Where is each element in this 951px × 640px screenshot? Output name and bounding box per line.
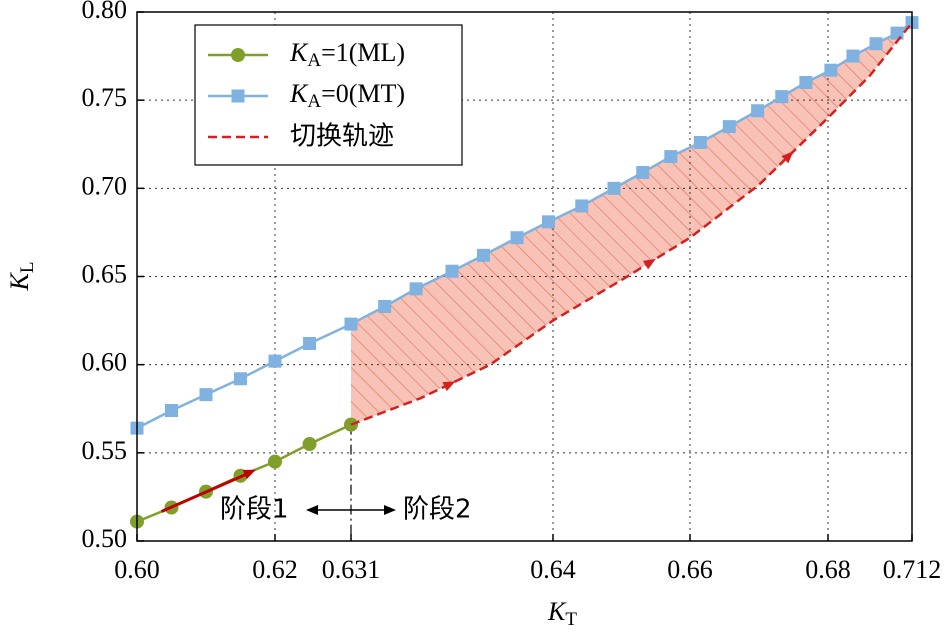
arrow-head xyxy=(242,469,256,480)
arrow-head xyxy=(642,258,656,270)
point xyxy=(199,388,213,402)
arrow-head xyxy=(781,151,794,164)
point xyxy=(799,76,813,90)
x-tick-label: 0.64 xyxy=(530,555,576,584)
plot-frame xyxy=(136,11,913,542)
x-tick-label: 0.631 xyxy=(322,555,381,584)
point xyxy=(234,372,247,386)
point xyxy=(378,299,392,313)
shaded-region xyxy=(351,22,912,425)
x-axis-label: KT xyxy=(547,597,577,630)
annotation: 阶段1 xyxy=(220,495,289,525)
point xyxy=(542,215,556,229)
legend-label: KA=0(MT) xyxy=(289,79,405,112)
y-tick-label: 0.80 xyxy=(82,0,128,24)
y-tick-label: 0.50 xyxy=(82,524,128,553)
stage1-arrow xyxy=(160,471,251,513)
y-axis-label: KL xyxy=(5,262,38,292)
legend-marker xyxy=(231,48,245,62)
point xyxy=(409,282,423,296)
y-tick-label: 0.60 xyxy=(82,348,128,377)
x-tick-label: 0.712 xyxy=(883,555,942,584)
arrow-head xyxy=(384,505,396,515)
point xyxy=(775,90,789,104)
point xyxy=(890,26,904,40)
x-tick-label: 0.62 xyxy=(252,555,298,584)
point xyxy=(268,354,282,368)
point xyxy=(165,404,178,418)
point xyxy=(268,454,282,469)
point xyxy=(445,264,459,278)
point xyxy=(846,49,860,63)
point xyxy=(693,135,707,149)
point xyxy=(344,317,358,331)
legend-marker xyxy=(231,89,245,103)
y-tick-label: 0.55 xyxy=(82,436,128,465)
point xyxy=(302,437,317,452)
point xyxy=(664,150,678,164)
point xyxy=(303,337,317,351)
point xyxy=(510,231,524,245)
y-tick-label: 0.75 xyxy=(82,83,128,112)
point xyxy=(575,199,589,213)
point xyxy=(751,104,765,118)
arrow-head xyxy=(306,505,318,515)
x-tick-label: 0.68 xyxy=(805,555,851,584)
legend-label: 切换轨迹 xyxy=(290,122,394,152)
point xyxy=(607,181,621,195)
x-tick-label: 0.60 xyxy=(114,555,160,584)
point xyxy=(722,120,736,134)
annotation: 阶段2 xyxy=(403,495,472,525)
point xyxy=(636,165,650,179)
point xyxy=(869,37,883,51)
point xyxy=(824,63,838,77)
point xyxy=(476,248,490,262)
legend-label: KA=1(ML) xyxy=(289,38,405,71)
y-tick-label: 0.70 xyxy=(82,171,128,200)
y-tick-label: 0.65 xyxy=(82,259,128,288)
x-tick-label: 0.66 xyxy=(667,555,713,584)
arrow-head xyxy=(442,381,456,392)
